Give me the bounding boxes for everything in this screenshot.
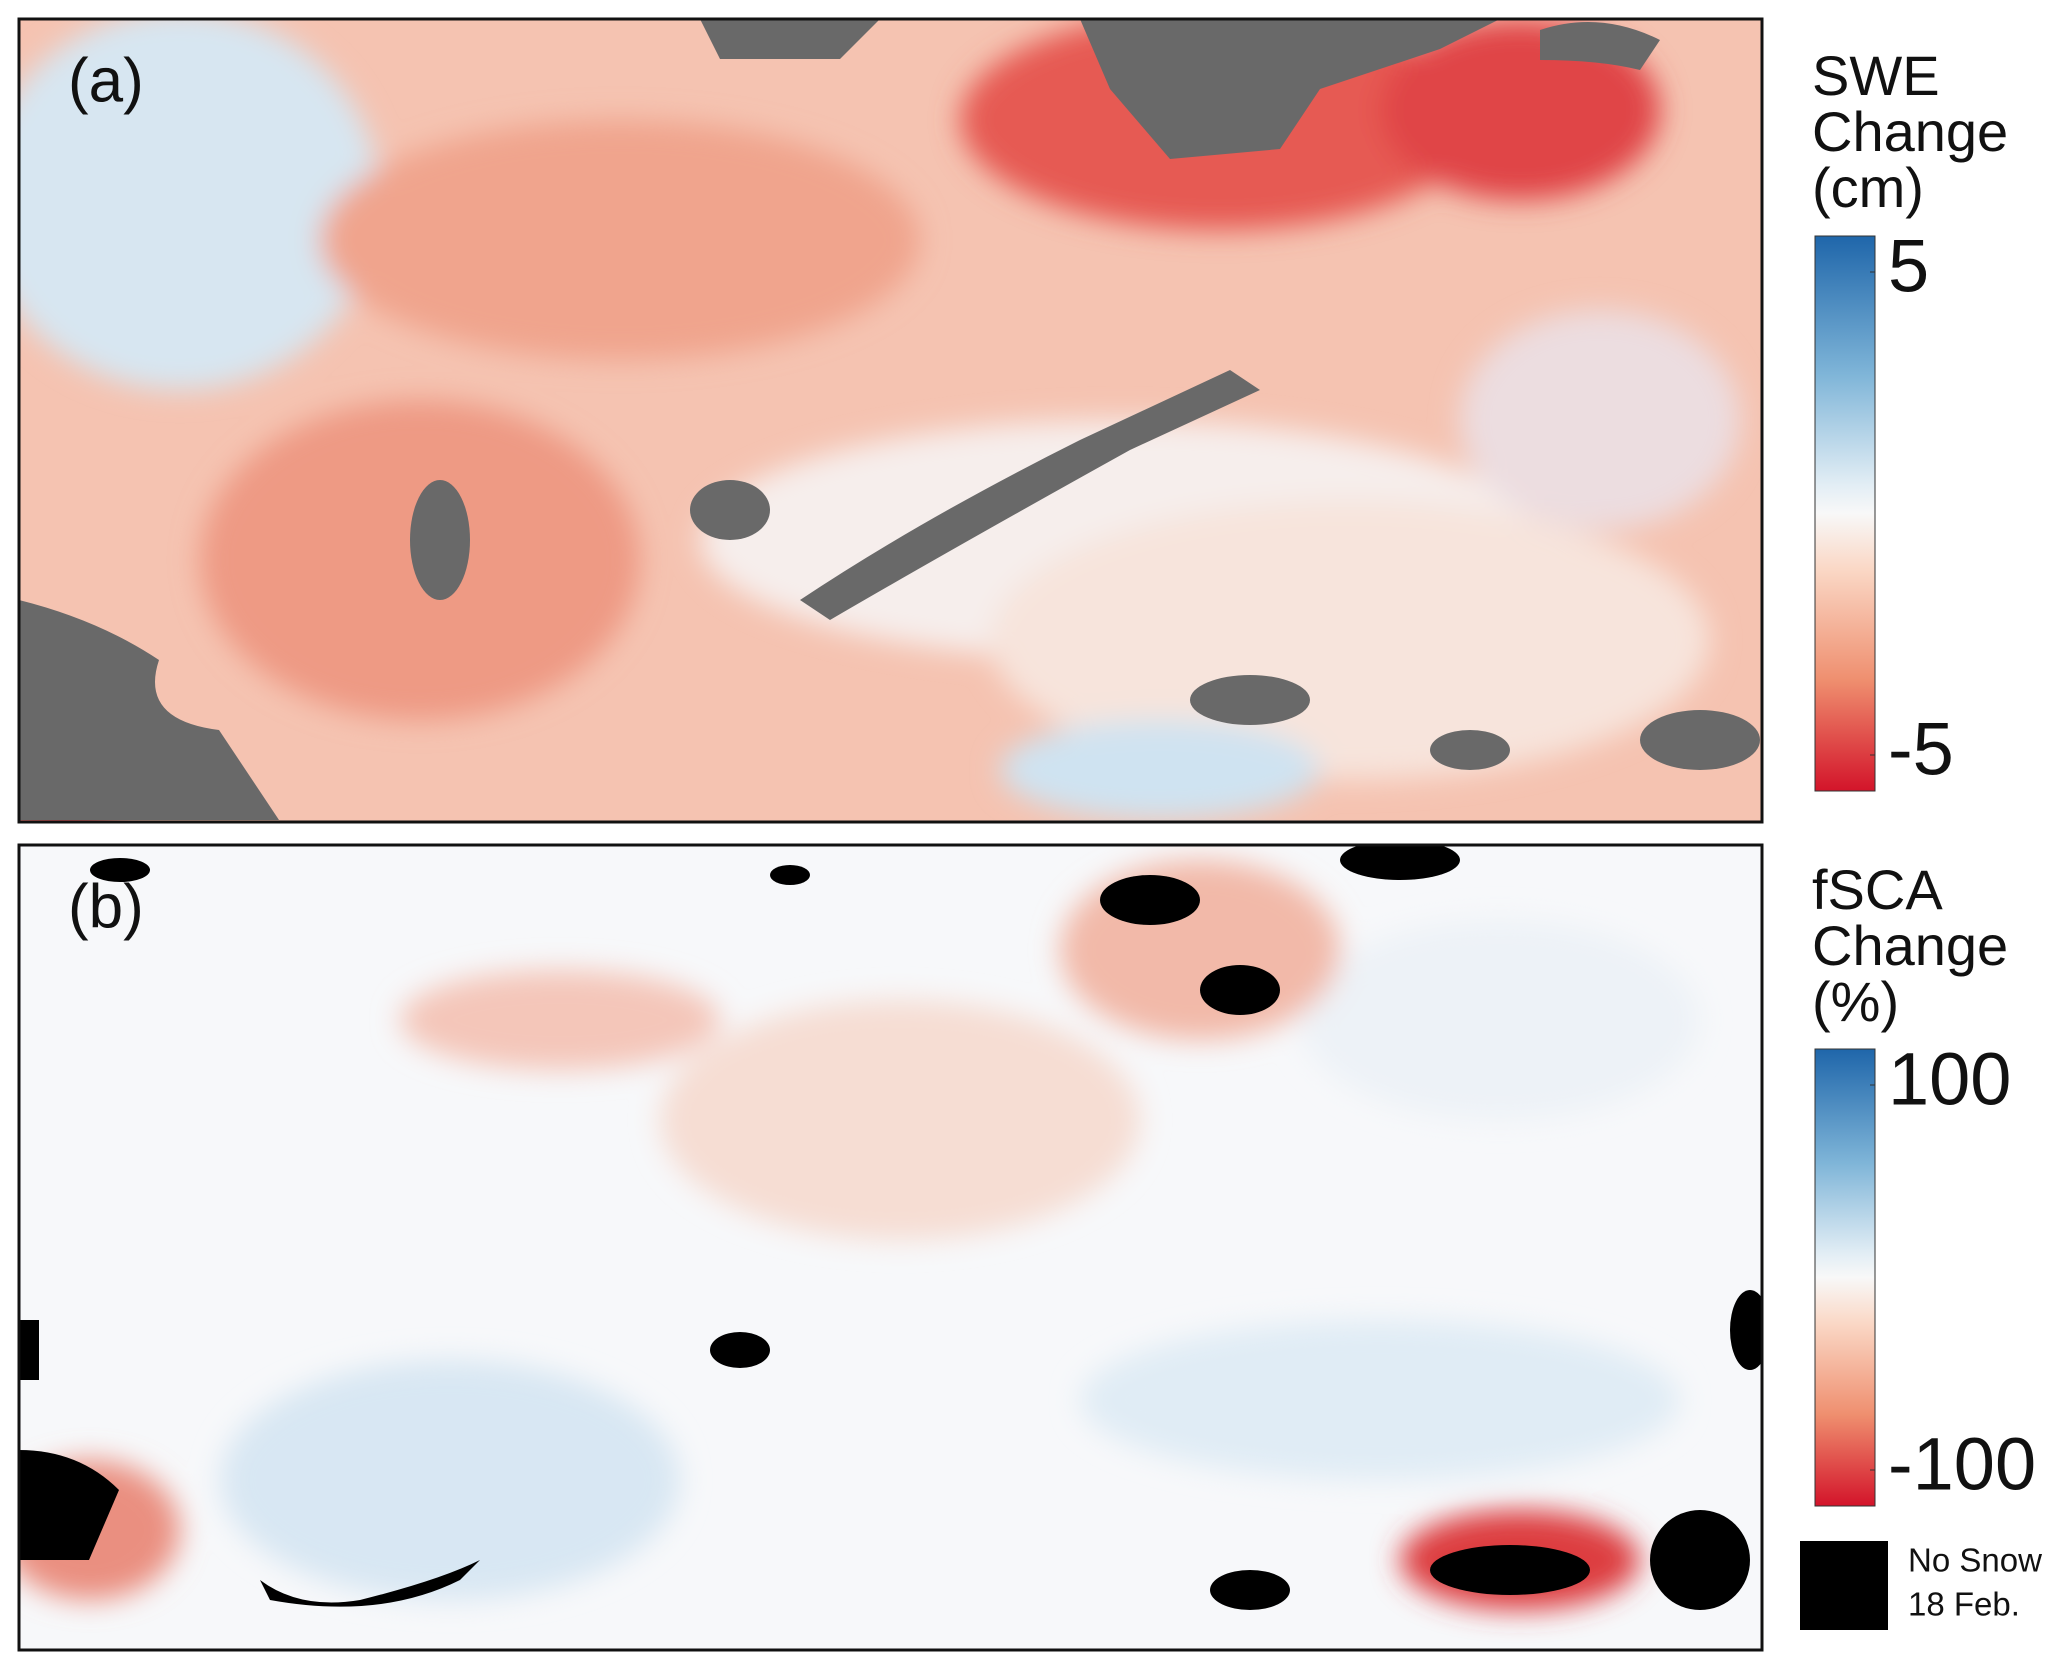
colorbar-title: SWE <box>1812 44 1940 107</box>
mask-legend-label: No Snow <box>1908 1542 2042 1579</box>
colorbar <box>1814 1048 1876 1507</box>
colorbar-tick-label: -100 <box>1888 1423 2036 1506</box>
colorbar-tick-label: -5 <box>1888 708 1954 791</box>
colorbar-title: Change <box>1812 914 2008 977</box>
colorbar-title: (%) <box>1812 970 1899 1033</box>
colorbar-title: Change <box>1812 100 2008 163</box>
colorbar <box>1814 235 1876 792</box>
colorbar-tick-label: 5 <box>1888 225 1929 308</box>
colorbar-tick-label: 100 <box>1888 1038 2011 1121</box>
mask-legend-swatch <box>1800 1541 1888 1630</box>
map-b <box>19 845 1762 1650</box>
panel-label: (a) <box>68 46 144 115</box>
colorbar-title: (cm) <box>1812 156 1924 219</box>
colorbar-title: fSCA <box>1812 858 1943 921</box>
panel-frame <box>17 843 1764 1652</box>
map-a <box>19 19 1762 822</box>
panel-frame <box>17 17 1764 824</box>
mask-legend-label: 18 Feb. <box>1908 1586 2020 1623</box>
panel-label: (b) <box>68 872 144 941</box>
